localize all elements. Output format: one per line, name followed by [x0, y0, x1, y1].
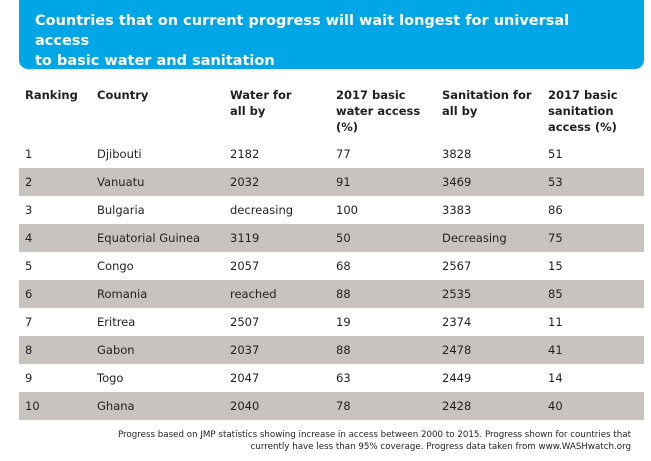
water-access-cell: 50 — [330, 224, 436, 252]
table-title: Countries that on current progress will … — [35, 11, 628, 71]
header-ranking: Ranking — [19, 84, 91, 140]
table-row: 7 Eritrea 2507 19 2374 11 — [19, 308, 644, 336]
water-for-all-by-cell: 2032 — [224, 168, 330, 196]
header-sanitation-access: 2017 basic sanitation access (%) — [542, 84, 644, 140]
sanitation-for-all-by-cell: 2535 — [436, 280, 542, 308]
water-for-all-by-cell: decreasing — [230, 203, 294, 217]
water-access-cell: 19 — [336, 315, 351, 329]
countries-table: Ranking Country Water for all by 2017 bas… — [19, 84, 644, 420]
water-for-all-by-cell: reached — [224, 280, 330, 308]
sanitation-access-cell: 41 — [542, 336, 644, 364]
water-access-cell: 68 — [336, 259, 351, 273]
header-water-access: 2017 basic water access (%) — [330, 84, 436, 140]
header-line: Water for — [230, 88, 292, 102]
ranking-cell: 3 — [25, 203, 33, 217]
header-line: access (%) — [548, 120, 617, 134]
water-access-cell: 77 — [336, 147, 351, 161]
country-cell: Bulgaria — [97, 203, 145, 217]
water-access-cell: 63 — [336, 371, 351, 385]
country-cell: Congo — [97, 259, 134, 273]
ranking-cell: 2 — [19, 168, 91, 196]
sanitation-access-cell: 51 — [548, 147, 563, 161]
country-cell: Gabon — [91, 336, 224, 364]
sanitation-for-all-by-cell: 3383 — [442, 203, 472, 217]
header-line: 2017 basic — [548, 88, 618, 102]
table-row: 4 Equatorial Guinea 3119 50 Decreasing 75 — [19, 224, 644, 252]
country-cell: Togo — [97, 371, 124, 385]
header-country: Country — [91, 84, 224, 140]
water-access-cell: 88 — [330, 280, 436, 308]
table-row: 9 Togo 2047 63 2449 14 — [19, 364, 644, 392]
sanitation-for-all-by-cell: 3828 — [442, 147, 472, 161]
water-for-all-by-cell: 2047 — [230, 371, 260, 385]
title-line-1: Countries that on current progress will … — [35, 13, 570, 49]
table-row: 8 Gabon 2037 88 2478 41 — [19, 336, 644, 364]
table-row: 6 Romania reached 88 2535 85 — [19, 280, 644, 308]
water-for-all-by-cell: 2057 — [230, 259, 260, 273]
country-cell: Eritrea — [97, 315, 136, 329]
country-cell: Equatorial Guinea — [91, 224, 224, 252]
country-cell: Djibouti — [97, 147, 142, 161]
ranking-cell: 5 — [25, 259, 33, 273]
sanitation-access-cell: 75 — [542, 224, 644, 252]
ranking-cell: 6 — [19, 280, 91, 308]
ranking-cell: 1 — [25, 147, 33, 161]
sanitation-access-cell: 53 — [542, 168, 644, 196]
ranking-cell: 8 — [19, 336, 91, 364]
header-line: water access — [336, 104, 421, 118]
table-row: 10 Ghana 2040 78 2428 40 — [19, 392, 644, 420]
country-cell: Ghana — [91, 392, 224, 420]
ranking-cell: 7 — [25, 315, 33, 329]
ranking-cell: 4 — [19, 224, 91, 252]
sanitation-access-cell: 14 — [548, 371, 563, 385]
water-access-cell: 91 — [330, 168, 436, 196]
sanitation-access-cell: 40 — [542, 392, 644, 420]
header-line: sanitation — [548, 104, 614, 118]
sanitation-access-cell: 15 — [548, 259, 563, 273]
header-sanitation-for-all-by: Sanitation for all by — [436, 84, 542, 140]
title-banner: Countries that on current progress will … — [19, 0, 644, 69]
table-row: 5 Congo 2057 68 2567 15 — [19, 252, 644, 280]
water-for-all-by-cell: 3119 — [224, 224, 330, 252]
table-row: 2 Vanuatu 2032 91 3469 53 — [19, 168, 644, 196]
sanitation-for-all-by-cell: 2449 — [442, 371, 472, 385]
title-line-2: to basic water and sanitation — [35, 53, 275, 69]
ranking-cell: 10 — [19, 392, 91, 420]
sanitation-for-all-by-cell: 2567 — [442, 259, 472, 273]
water-for-all-by-cell: 2040 — [224, 392, 330, 420]
header-row: Ranking Country Water for all by 2017 bas… — [19, 84, 644, 140]
sanitation-for-all-by-cell: 2374 — [442, 315, 472, 329]
sanitation-access-cell: 86 — [548, 203, 563, 217]
sanitation-for-all-by-cell: Decreasing — [436, 224, 542, 252]
footnote-line-1: Progress based on JMP statistics showing… — [117, 430, 631, 440]
table-body: 1 Djibouti 2182 77 3828 51 2 Vanuatu 2032 91 3469 5… — [19, 140, 644, 420]
water-for-all-by-cell: 2182 — [230, 147, 260, 161]
header-line: Sanitation for — [442, 88, 532, 102]
header-line: all by — [230, 104, 266, 118]
water-access-cell: 88 — [330, 336, 436, 364]
water-access-cell: 78 — [330, 392, 436, 420]
header-line: Ranking — [25, 88, 78, 102]
header-line: all by — [442, 104, 478, 118]
country-cell: Vanuatu — [91, 168, 224, 196]
ranking-cell: 9 — [25, 371, 33, 385]
table-row: 1 Djibouti 2182 77 3828 51 — [19, 140, 644, 168]
country-cell: Romania — [91, 280, 224, 308]
sanitation-for-all-by-cell: 3469 — [436, 168, 542, 196]
header-line: 2017 basic — [336, 88, 406, 102]
sanitation-for-all-by-cell: 2428 — [436, 392, 542, 420]
sanitation-access-cell: 11 — [548, 315, 563, 329]
header-line: Country — [97, 88, 149, 102]
water-access-cell: 100 — [336, 203, 358, 217]
sanitation-access-cell: 85 — [542, 280, 644, 308]
footnote-line-2: currently have less than 95% coverage. P… — [250, 442, 631, 452]
water-for-all-by-cell: 2507 — [230, 315, 260, 329]
water-for-all-by-cell: 2037 — [224, 336, 330, 364]
sanitation-for-all-by-cell: 2478 — [436, 336, 542, 364]
footnote: Progress based on JMP statistics showing… — [19, 429, 631, 453]
header-line: (%) — [336, 120, 359, 134]
table-row: 3 Bulgaria decreasing 100 3383 86 — [19, 196, 644, 224]
header-water-for-all-by: Water for all by — [224, 84, 330, 140]
